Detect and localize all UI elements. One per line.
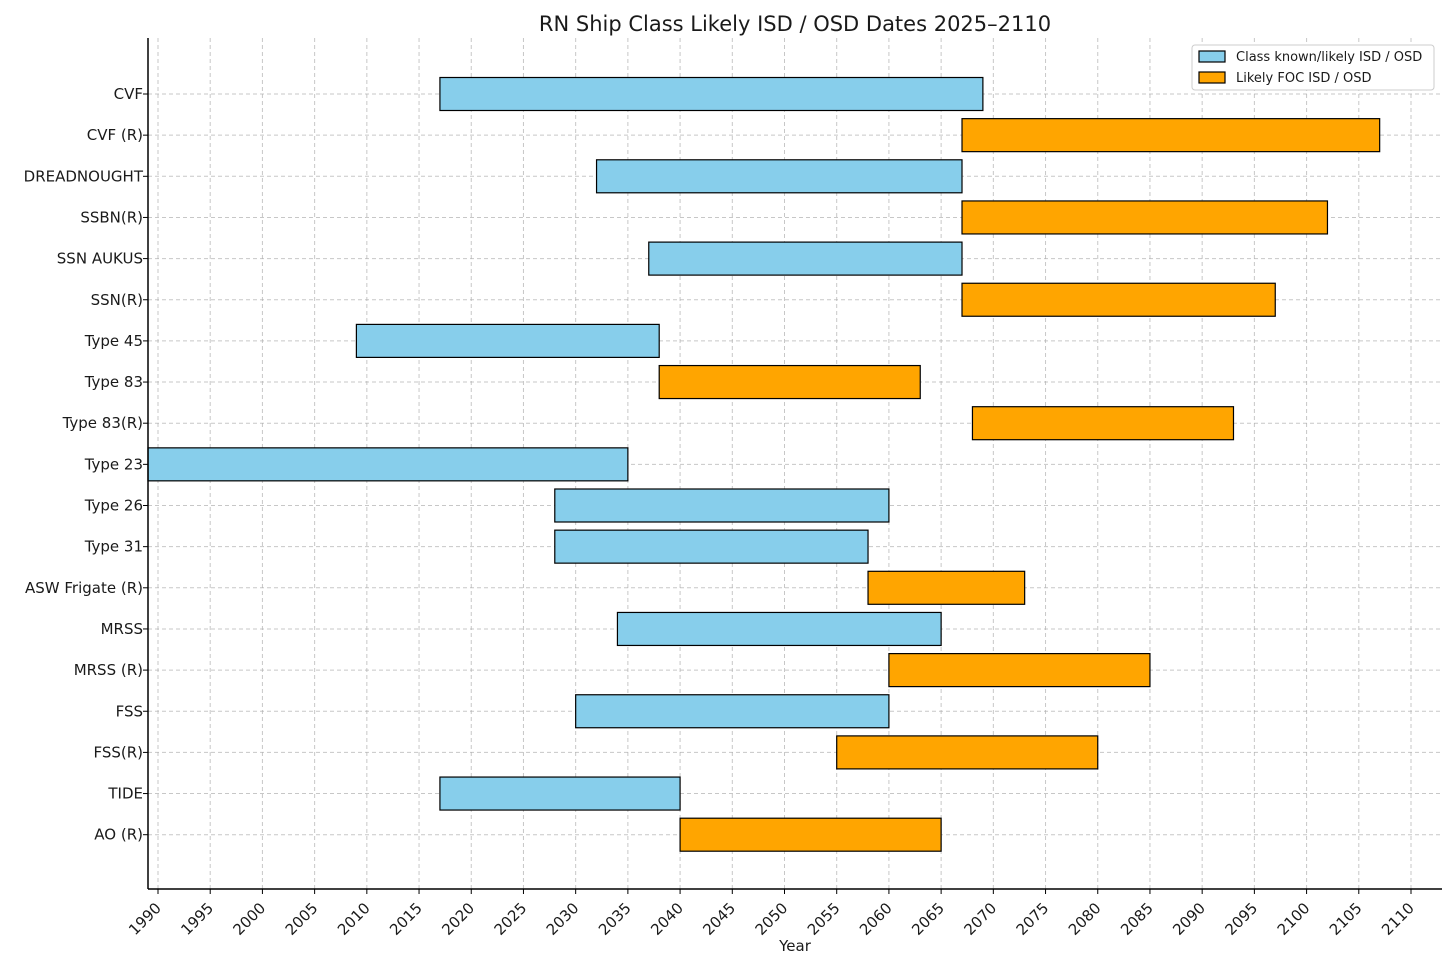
x-axis-title: Year (778, 937, 812, 955)
x-tick-label: 1990 (125, 899, 165, 939)
x-tick-label: 2090 (1169, 899, 1209, 939)
category-label: Type 31 (84, 538, 143, 556)
bar-type-83 (658, 364, 921, 400)
x-tick-label: 2095 (1221, 899, 1261, 939)
x-tick-labels: 1990 1995 2000 2005 2010 2015 2020 2025 2030 2035… (125, 899, 1418, 939)
x-tick-label: 2055 (804, 899, 844, 939)
x-tick-label: 2025 (491, 899, 531, 939)
category-label: Type 83 (84, 373, 143, 391)
axis-layer (143, 38, 1442, 894)
category-label: CVF (114, 85, 143, 103)
x-tick-label: 2045 (699, 899, 739, 939)
x-tick-label: 2000 (230, 899, 270, 939)
category-label: TIDE (107, 785, 143, 803)
x-tick-label: 2065 (908, 899, 948, 939)
category-label: FSS (116, 702, 143, 720)
bar-type-23 (147, 447, 629, 482)
bar-tide (439, 776, 681, 811)
x-tick-label: 2080 (1065, 899, 1105, 939)
category-label: ASW Frigate (R) (25, 579, 143, 597)
legend-label-known: Class known/likely ISD / OSD (1236, 50, 1422, 65)
x-tick-label: 2040 (647, 899, 687, 939)
category-label: CVF (R) (87, 126, 143, 144)
category-label: SSN(R) (91, 291, 143, 309)
legend: Class known/likely ISD / OSD Likely FOC … (1191, 44, 1435, 91)
category-label: Type 23 (84, 455, 143, 473)
x-tick-label: 2075 (1013, 899, 1053, 939)
x-tick-label: 2085 (1117, 899, 1157, 939)
x-tick-label: 2060 (856, 899, 896, 939)
x-tick-label: 2100 (1274, 899, 1314, 939)
category-label: Type 83(R) (62, 414, 143, 432)
x-tick-label: 2010 (334, 899, 374, 939)
category-label: MRSS (R) (74, 661, 143, 679)
x-tick-label: 2005 (282, 899, 322, 939)
bar-ssbn-r (961, 200, 1329, 235)
bar-type-31 (554, 529, 869, 564)
bar-fss (575, 694, 890, 729)
legend-swatch-known (1198, 50, 1226, 63)
category-label: Type 26 (84, 497, 143, 515)
bar-mrss-r (888, 652, 1151, 688)
x-tick-label: 2015 (386, 899, 426, 939)
bar-cvf-r (961, 118, 1381, 153)
bar-asw-frigate-r (867, 570, 1026, 605)
bar-ssn-aukus (648, 241, 963, 276)
bar-type-83-r (971, 406, 1235, 441)
legend-frame (1191, 44, 1435, 91)
bar-ao-r (679, 817, 942, 852)
x-tick-label: 2105 (1326, 899, 1366, 939)
bar-dreadnought (595, 159, 963, 194)
bar-type-45 (355, 323, 660, 358)
category-label: Type 45 (84, 332, 143, 350)
x-tick-label: 2020 (438, 899, 478, 939)
category-label: SSN AUKUS (57, 250, 143, 268)
category-label: SSBN(R) (80, 208, 143, 226)
bar-fss-r (836, 735, 1099, 770)
bar-mrss (616, 611, 942, 647)
category-label: DREADNOUGHT (24, 167, 144, 185)
x-tick-label: 2110 (1378, 899, 1418, 939)
x-tick-label: 2035 (595, 899, 635, 939)
x-tick-label: 1995 (177, 899, 217, 939)
legend-swatch-foc (1198, 71, 1226, 84)
category-label: AO (R) (94, 826, 143, 844)
bar-type-26 (554, 488, 890, 523)
chart-title: RN Ship Class Likely ISD / OSD Dates 202… (539, 12, 1051, 36)
bar-layer (147, 76, 1381, 852)
bar-cvf (439, 76, 984, 112)
category-label: MRSS (101, 620, 143, 638)
x-tick-label: 2050 (752, 899, 792, 939)
category-labels: CVF CVF (R) DREADNOUGHT SSBN(R) SSN AUKUS SSN… (24, 85, 144, 844)
x-tick-label: 2070 (960, 899, 1000, 939)
bar-ssn-r (961, 282, 1276, 317)
legend-label-foc: Likely FOC ISD / OSD (1236, 71, 1372, 86)
category-label: FSS(R) (93, 743, 143, 761)
x-tick-label: 2030 (543, 899, 583, 939)
